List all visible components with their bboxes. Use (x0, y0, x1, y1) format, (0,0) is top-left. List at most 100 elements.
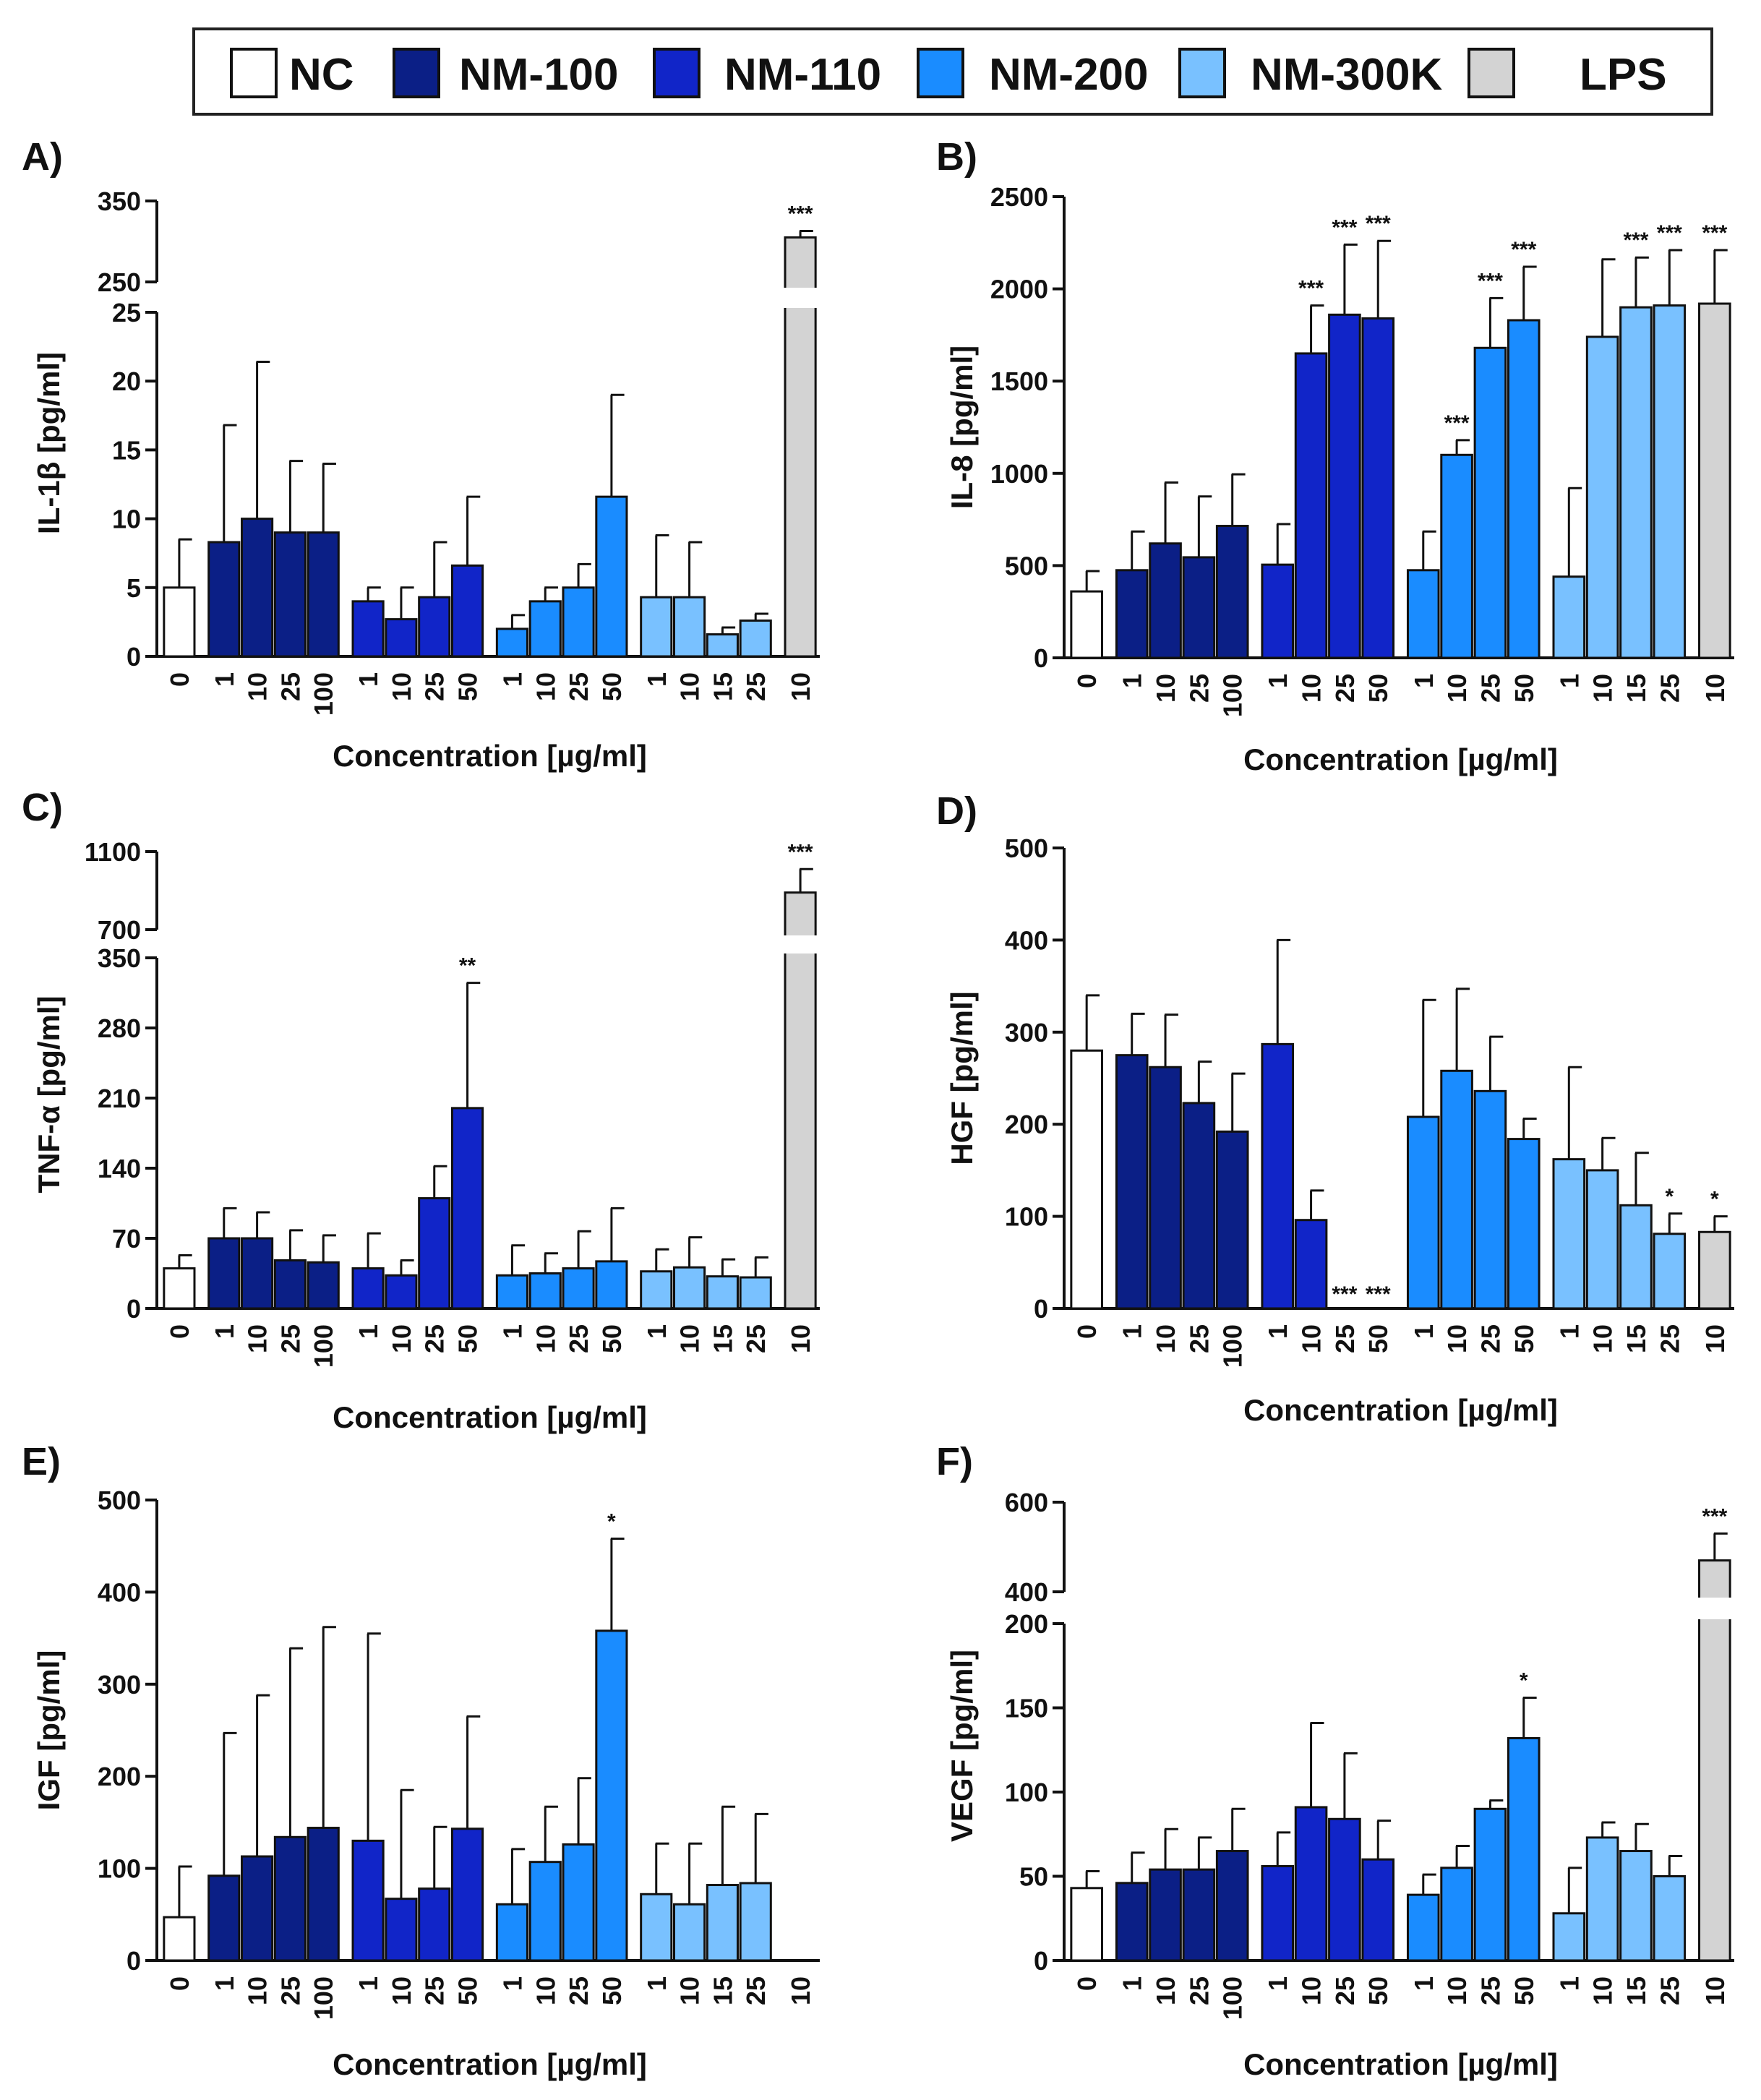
x-tick-label: 10 (1151, 674, 1181, 703)
bar-nm-100-25 (273, 531, 307, 658)
x-tick-label: 10 (387, 672, 416, 701)
x-tick-label: 10 (531, 1324, 560, 1353)
error-bar (1131, 1012, 1145, 1055)
bar-nc-0 (163, 586, 196, 658)
bar-nm-300k-1 (1552, 1158, 1586, 1310)
error-bar (799, 867, 813, 893)
bar-nm-100-25 (273, 1259, 307, 1310)
panel-label-e: E) (22, 1440, 61, 1483)
error-bar (1488, 296, 1504, 348)
significance-marker: *** (1332, 1282, 1357, 1306)
x-tick-label: 10 (1297, 674, 1327, 703)
legend-swatch-nc (230, 48, 278, 98)
error-bar (1164, 1827, 1178, 1870)
x-tick-label: 0 (1072, 1976, 1102, 1991)
bar-nm-300k-10 (1585, 335, 1619, 659)
x-tick-label: 10 (1700, 674, 1730, 703)
error-bar (1422, 1873, 1436, 1895)
bar-nm-200-1 (495, 1903, 529, 1962)
x-tick-label: 25 (275, 672, 305, 701)
error-bar (256, 1211, 270, 1238)
error-bar (1197, 1060, 1212, 1103)
error-bar (577, 1777, 591, 1845)
bar-nm-200-50 (595, 495, 628, 658)
bar-nm-100-25 (1182, 1868, 1216, 1962)
x-tick-label: 15 (1621, 1324, 1651, 1353)
y-tick-label: 100 (98, 1854, 141, 1884)
axis-break-gap (1696, 1598, 1734, 1619)
x-tick-label: 50 (453, 1324, 483, 1353)
x-tick-label: 15 (1621, 674, 1651, 703)
error-bar (1567, 487, 1582, 577)
bar-nm-200-50 (595, 1629, 628, 1962)
bar-nm-110-50 (450, 1107, 484, 1310)
bar-nm-100-100 (307, 1261, 340, 1310)
x-tick-label: 1 (1409, 674, 1439, 688)
x-tick-label: 1 (1118, 1324, 1147, 1339)
x-axis-title: Concentration [µg/ml] (333, 739, 647, 773)
bar-nm-200-25 (1473, 1089, 1507, 1310)
error-bar (1231, 473, 1246, 526)
y-tick-label: 150 (1005, 1694, 1048, 1723)
error-bar (367, 1232, 381, 1269)
error-bar (1488, 1035, 1504, 1092)
y-tick-label: 210 (98, 1084, 141, 1113)
y-tick-label: 280 (98, 1013, 141, 1043)
y-tick-label: 200 (1005, 1110, 1048, 1139)
bar-nm-110-10 (385, 1274, 418, 1310)
bar-nc-0 (1070, 1887, 1103, 1962)
x-tick-label: 100 (1218, 674, 1248, 717)
y-axis-title: IGF [pg/ml] (32, 1650, 66, 1811)
y-tick-label: 10 (112, 505, 141, 534)
significance-marker: * (1520, 1669, 1528, 1693)
error-bar (1601, 1821, 1616, 1838)
error-bar (544, 1805, 558, 1862)
bar-nm-200-10 (528, 1861, 562, 1962)
bar-nm-300k-10 (1585, 1836, 1619, 1962)
bar-nm-300k-15 (706, 1275, 739, 1310)
x-tick-label: 100 (1218, 1324, 1248, 1368)
error-bar (1276, 1831, 1291, 1867)
bar-nm-110-25 (418, 596, 451, 658)
y-tick-label: 15 (112, 435, 141, 465)
error-bar (322, 1626, 336, 1828)
error-bar (1713, 1532, 1728, 1561)
y-tick-label: 2500 (990, 182, 1048, 212)
bar-nm-110-10 (385, 1898, 418, 1962)
x-tick-label: 25 (275, 1324, 305, 1353)
y-tick-label: 200 (1005, 1609, 1048, 1639)
error-bar (688, 541, 703, 598)
significance-marker: ** (459, 954, 476, 978)
x-tick-label: 50 (1509, 1324, 1539, 1353)
x-tick-label: 15 (708, 1976, 737, 2005)
error-bar (1713, 1215, 1728, 1233)
x-tick-label: 1 (1263, 1324, 1293, 1339)
x-tick-label: 25 (1655, 1976, 1684, 2005)
error-bar (1310, 1721, 1324, 1807)
bar-lps-10 (1698, 302, 1731, 659)
bar-nm-300k-25 (739, 1882, 772, 1962)
axis-break-gap (782, 935, 819, 953)
x-tick-label: 25 (564, 1976, 594, 2005)
bar-nm-110-25 (418, 1887, 451, 1962)
error-bar (1310, 304, 1324, 353)
x-tick-label: 25 (1330, 1976, 1360, 2005)
bar-nm-110-10 (385, 618, 418, 658)
bar-lps-10 (1698, 1559, 1731, 1962)
bar-nm-110-25 (1328, 1817, 1361, 1962)
error-bar (1276, 938, 1291, 1045)
error-bar (1343, 243, 1358, 315)
bar-nm-300k-25 (739, 1276, 772, 1310)
bar-nm-300k-1 (640, 1270, 673, 1310)
error-bar (754, 1256, 768, 1278)
y-tick-label: 50 (1019, 1862, 1048, 1892)
bar-nm-300k-15 (706, 1884, 739, 1962)
error-bar (1668, 249, 1683, 306)
bar-nm-300k-15 (1619, 1850, 1653, 1962)
x-tick-label: 50 (597, 672, 627, 701)
significance-marker: *** (1444, 411, 1470, 435)
x-tick-label: 25 (1655, 674, 1684, 703)
bar-nm-100-25 (273, 1835, 307, 1962)
legend-swatch-nm-100 (393, 48, 440, 98)
